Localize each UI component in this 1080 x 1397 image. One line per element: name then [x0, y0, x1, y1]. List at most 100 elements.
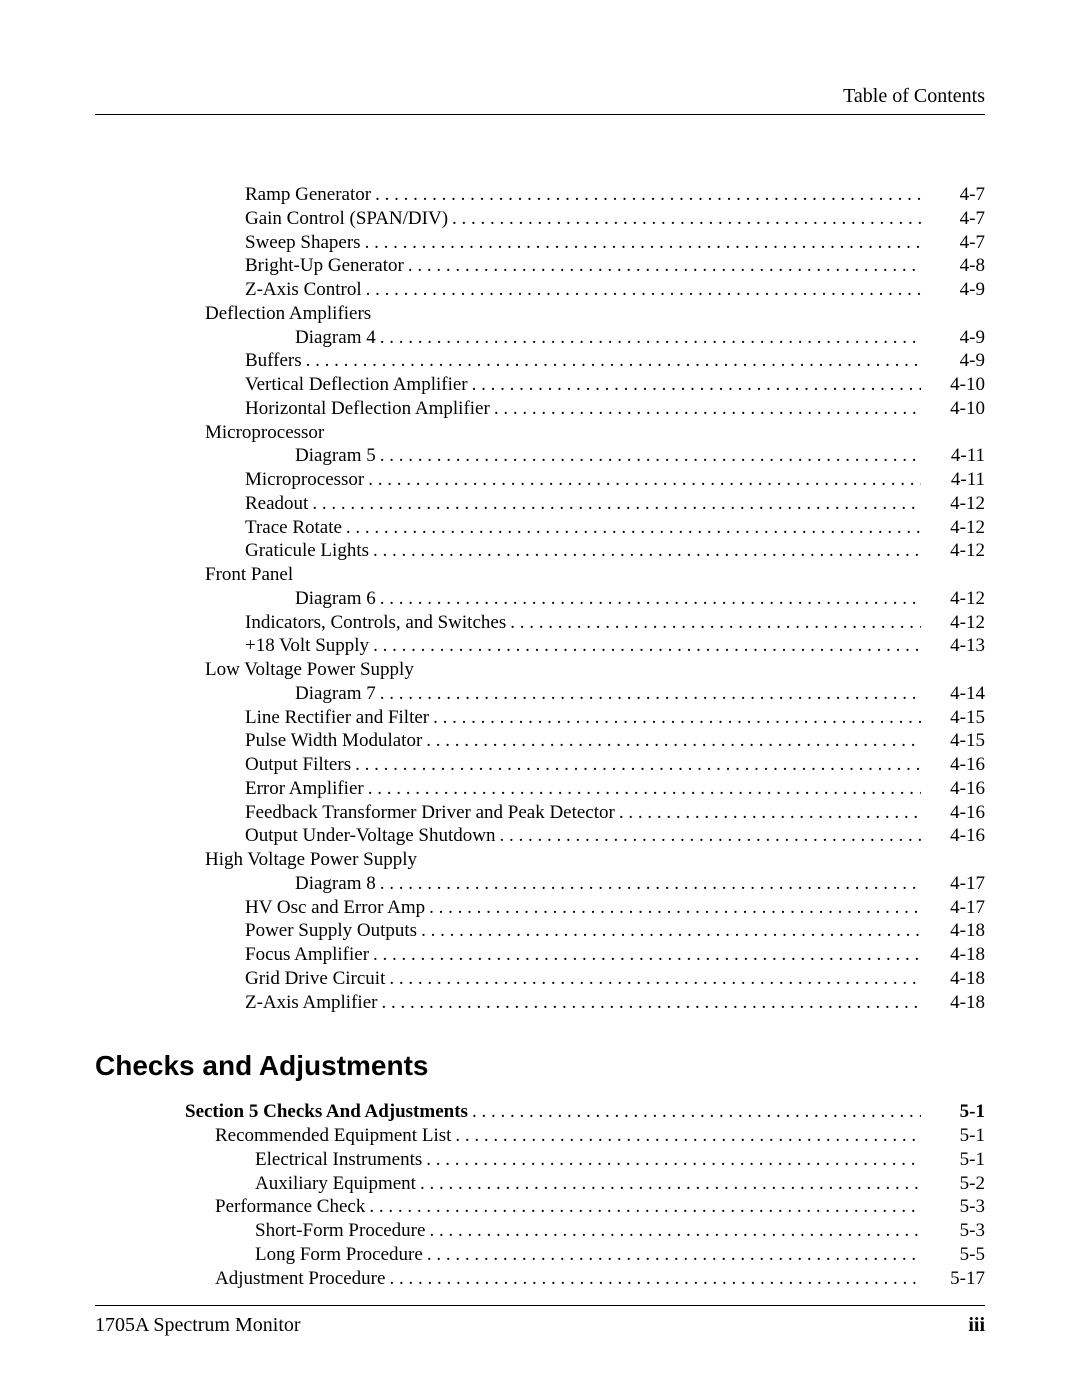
toc-row: Diagram 6 4-12 — [95, 587, 985, 611]
toc-page: 4-12 — [925, 611, 985, 635]
toc-row: Bright-Up Generator 4-8 — [95, 254, 985, 278]
toc-page: 4-17 — [925, 896, 985, 920]
toc-page: 4-7 — [925, 183, 985, 207]
toc-page: 4-18 — [925, 919, 985, 943]
toc-row: Vertical Deflection Amplifier 4-10 — [95, 373, 985, 397]
toc-leader — [380, 444, 921, 468]
toc-row: Grid Drive Circuit 4-18 — [95, 967, 985, 991]
toc-row: Focus Amplifier 4-18 — [95, 943, 985, 967]
toc-row: Feedback Transformer Driver and Peak Det… — [95, 801, 985, 825]
toc-page: 4-9 — [925, 349, 985, 373]
toc-row: Diagram 5 4-11 — [95, 444, 985, 468]
toc-leader — [375, 183, 921, 207]
toc-leader — [368, 468, 921, 492]
running-head: Table of Contents — [95, 85, 985, 115]
footer-left: 1705A Spectrum Monitor — [95, 1314, 301, 1337]
toc-row: Buffers 4-9 — [95, 349, 985, 373]
toc-label: Sweep Shapers — [245, 231, 361, 255]
toc-page: 5-1 — [925, 1100, 985, 1124]
toc-row: Diagram 8 4-17 — [95, 872, 985, 896]
toc-label: Performance Check — [215, 1195, 365, 1219]
toc-label: Short-Form Procedure — [255, 1219, 425, 1243]
toc-label: Recommended Equipment List — [215, 1124, 451, 1148]
toc-label: Bright-Up Generator — [245, 254, 404, 278]
toc-row: Indicators, Controls, and Switches 4-12 — [95, 611, 985, 635]
toc-row: Graticule Lights 4-12 — [95, 539, 985, 563]
toc-page: 5-1 — [925, 1124, 985, 1148]
toc-page: 4-18 — [925, 991, 985, 1015]
toc-row: HV Osc and Error Amp 4-17 — [95, 896, 985, 920]
toc-row: Line Rectifier and Filter 4-15 — [95, 706, 985, 730]
toc-leader — [369, 1195, 921, 1219]
toc-leader — [510, 611, 921, 635]
toc-label: Diagram 4 — [295, 326, 376, 350]
toc-row: Auxiliary Equipment 5-2 — [185, 1172, 985, 1196]
toc-page: 4-10 — [925, 373, 985, 397]
toc-label: HV Osc and Error Amp — [245, 896, 425, 920]
toc-row: Power Supply Outputs 4-18 — [95, 919, 985, 943]
toc-leader — [452, 207, 921, 231]
toc-page: 4-12 — [925, 539, 985, 563]
toc-label: Diagram 6 — [295, 587, 376, 611]
toc-page: 4-18 — [925, 943, 985, 967]
toc-leader — [380, 326, 921, 350]
toc-page: 4-16 — [925, 753, 985, 777]
toc-heading: Microprocessor — [95, 421, 985, 445]
toc-label: Power Supply Outputs — [245, 919, 417, 943]
toc-upper: Ramp Generator 4-7Gain Control (SPAN/DIV… — [95, 183, 985, 1014]
toc-leader — [429, 896, 921, 920]
toc-heading: Front Panel — [95, 563, 985, 587]
toc-page: 4-8 — [925, 254, 985, 278]
toc-row: Trace Rotate 4-12 — [95, 516, 985, 540]
toc-leader — [472, 1100, 921, 1124]
toc-label: Z-Axis Control — [245, 278, 362, 302]
toc-leader — [389, 967, 921, 991]
toc-label: Grid Drive Circuit — [245, 967, 385, 991]
toc-leader — [380, 587, 921, 611]
toc-label: Diagram 7 — [295, 682, 376, 706]
toc-leader — [373, 943, 921, 967]
toc-page: 5-3 — [925, 1219, 985, 1243]
toc-page: 4-9 — [925, 326, 985, 350]
toc-row: Short-Form Procedure 5-3 — [185, 1219, 985, 1243]
toc-row: +18 Volt Supply 4-13 — [95, 634, 985, 658]
toc-leader — [408, 254, 921, 278]
toc-label: Buffers — [245, 349, 302, 373]
footer-page-number: iii — [968, 1314, 985, 1337]
toc-page: 4-11 — [925, 444, 985, 468]
toc-label: Line Rectifier and Filter — [245, 706, 429, 730]
toc-page: 4-17 — [925, 872, 985, 896]
toc-page: 4-12 — [925, 516, 985, 540]
toc-leader — [373, 634, 921, 658]
toc-page: 4-12 — [925, 492, 985, 516]
toc-page: 4-7 — [925, 207, 985, 231]
toc-leader — [429, 1219, 921, 1243]
toc-label: Horizontal Deflection Amplifier — [245, 397, 490, 421]
toc-heading: Deflection Amplifiers — [95, 302, 985, 326]
toc-row: Horizontal Deflection Amplifier 4-10 — [95, 397, 985, 421]
toc-label: Readout — [245, 492, 308, 516]
toc-label: Microprocessor — [245, 468, 364, 492]
toc-label: Vertical Deflection Amplifier — [245, 373, 468, 397]
toc-leader — [427, 1243, 921, 1267]
toc-row: Microprocessor 4-11 — [95, 468, 985, 492]
toc-leader — [366, 278, 921, 302]
toc-page: 4-16 — [925, 801, 985, 825]
toc-label: Long Form Procedure — [255, 1243, 423, 1267]
toc-page: 4-16 — [925, 824, 985, 848]
toc-leader — [346, 516, 921, 540]
toc-label: Trace Rotate — [245, 516, 342, 540]
toc-leader — [389, 1267, 921, 1291]
toc-label: Adjustment Procedure — [215, 1267, 385, 1291]
toc-label: Electrical Instruments — [255, 1148, 422, 1172]
toc-label: Diagram 8 — [295, 872, 376, 896]
toc-leader — [494, 397, 921, 421]
toc-leader — [355, 753, 921, 777]
toc-label: Diagram 5 — [295, 444, 376, 468]
toc-row: Output Filters 4-16 — [95, 753, 985, 777]
toc-leader — [420, 1172, 921, 1196]
toc-page: 5-2 — [925, 1172, 985, 1196]
toc-page: 4-16 — [925, 777, 985, 801]
toc-row: Error Amplifier 4-16 — [95, 777, 985, 801]
toc-label: Z-Axis Amplifier — [245, 991, 377, 1015]
